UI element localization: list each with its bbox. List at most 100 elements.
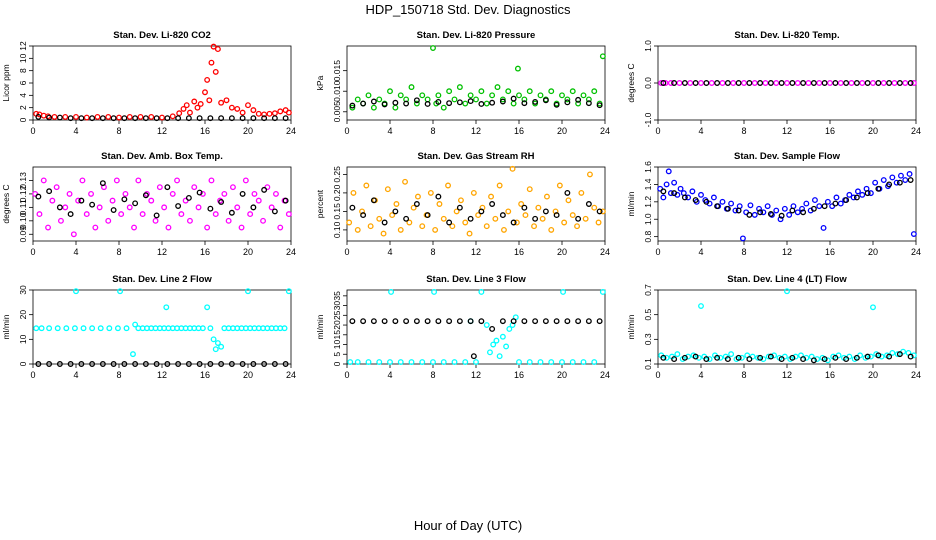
figure-title: HDP_150718 Std. Dev. Diagnostics (365, 2, 571, 17)
data-point (717, 354, 724, 361)
data-point (746, 80, 753, 86)
data-point (470, 189, 477, 196)
data-point (575, 96, 582, 103)
data-point (62, 113, 69, 120)
y-tick-label: 30 (332, 301, 342, 311)
data-point (526, 359, 533, 366)
data-point (185, 361, 192, 367)
data-point (118, 211, 125, 218)
data-point (152, 217, 159, 224)
data-point (360, 212, 367, 219)
data-point (853, 354, 860, 361)
y-tick-label: 1.6 (643, 161, 653, 173)
data-point (110, 115, 117, 122)
data-point (462, 219, 469, 226)
data-point (207, 205, 214, 212)
y-tick-label: 20 (18, 310, 28, 320)
data-point (872, 179, 879, 186)
x-tick-label: 8 (430, 247, 435, 257)
data-point (56, 114, 63, 121)
data-point (599, 208, 606, 215)
data-point (392, 208, 399, 215)
data-point (821, 80, 828, 86)
data-point (746, 356, 753, 363)
data-point (63, 325, 70, 332)
x-tick-label: 8 (116, 126, 121, 136)
data-point (199, 190, 206, 197)
data-point (544, 193, 550, 200)
y-tick-label: 0.3 (643, 333, 653, 345)
plot-frame (32, 166, 292, 242)
data-point (71, 325, 78, 332)
x-tick-label: 20 (243, 126, 253, 136)
data-point (898, 172, 904, 179)
data-point (75, 197, 82, 204)
panel-title: Stan. Dev. Line 2 Flow (112, 274, 212, 285)
data-point (516, 92, 522, 99)
data-point (250, 361, 257, 367)
data-point (347, 359, 354, 366)
x-tick-label: 16 (200, 247, 210, 257)
data-point (532, 318, 539, 325)
y-tick-label: 5 (332, 352, 342, 357)
data-point (789, 80, 796, 86)
data-point (250, 107, 257, 114)
data-point (175, 203, 182, 209)
data-point (575, 215, 582, 222)
data-point (814, 356, 821, 363)
data-point (867, 190, 874, 197)
data-point (413, 318, 420, 325)
data-point (113, 177, 120, 184)
data-point (478, 208, 485, 215)
data-point (510, 219, 517, 226)
data-point (580, 359, 587, 366)
data-point (505, 208, 512, 215)
data-point (56, 361, 63, 367)
data-point (212, 346, 219, 353)
data-point (381, 219, 388, 226)
data-point (810, 205, 817, 212)
data-point (803, 354, 810, 361)
data-point (760, 356, 767, 363)
data-point (591, 204, 598, 211)
x-tick-label: 24 (911, 126, 921, 136)
data-point (176, 110, 183, 117)
data-point (424, 318, 431, 325)
data-point (46, 114, 53, 121)
data-point (393, 201, 400, 207)
data-point (121, 196, 128, 203)
data-point (773, 207, 780, 214)
data-point (864, 190, 871, 197)
data-point (522, 212, 529, 219)
x-tick-label: 4 (73, 247, 78, 257)
data-point (521, 100, 528, 107)
data-point (569, 88, 576, 95)
data-point (456, 84, 463, 91)
data-point (503, 343, 510, 350)
y-axis-label: ml/min (626, 191, 636, 216)
data-point (446, 318, 453, 325)
data-point (126, 204, 133, 211)
data-point (451, 359, 458, 366)
data-point (175, 361, 182, 367)
data-point (381, 318, 388, 325)
data-point (792, 353, 799, 360)
data-point (855, 188, 861, 195)
data-point (419, 92, 426, 99)
x-tick-label: 24 (286, 370, 296, 380)
data-point (532, 98, 539, 105)
data-point (271, 110, 278, 117)
data-point (67, 211, 74, 218)
data-point (719, 198, 726, 205)
data-point (886, 353, 893, 360)
x-tick-label: 20 (868, 126, 878, 136)
data-point (218, 115, 225, 122)
data-point (501, 226, 507, 233)
x-tick-label: 4 (387, 126, 392, 136)
data-point (488, 193, 494, 200)
data-point (282, 197, 289, 204)
x-tick-label: 20 (557, 126, 567, 136)
x-tick-label: 20 (868, 370, 878, 380)
x-tick-label: 12 (782, 370, 792, 380)
